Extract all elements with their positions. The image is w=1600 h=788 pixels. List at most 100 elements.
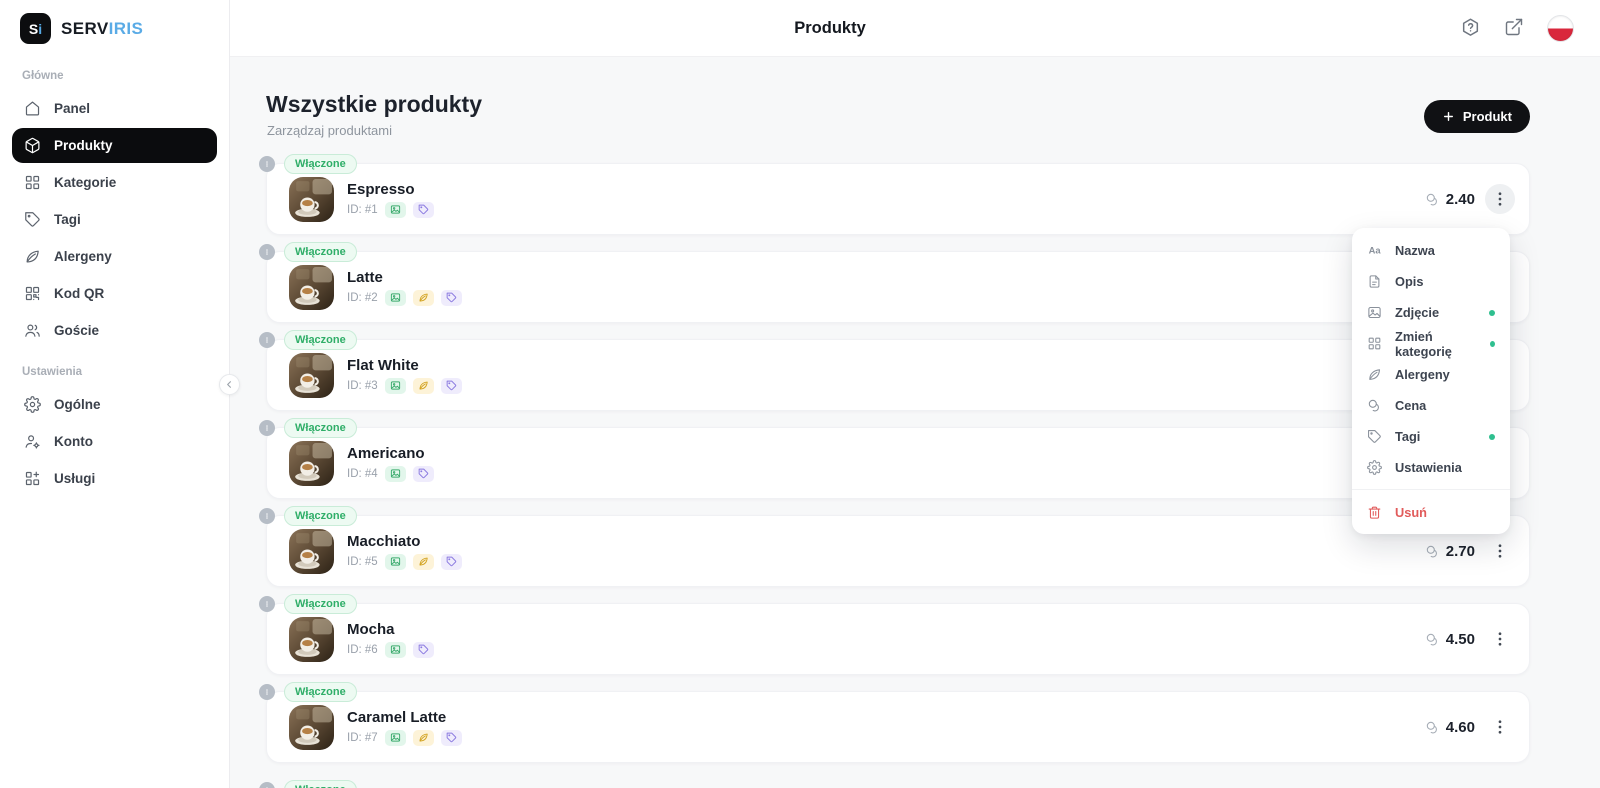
image-badge [384,201,406,218]
tag-badge [440,377,462,394]
product-row[interactable]: Włączone Latte ID: #2 [259,242,1530,323]
drag-handle[interactable] [259,156,275,172]
menu-item-label: Cena [1395,398,1427,413]
product-name: Macchiato [347,532,421,550]
product-name: Caramel Latte [347,708,447,726]
row-menu-button[interactable] [1485,624,1515,654]
sidebar-item-alergeny[interactable]: Alergeny [12,239,217,274]
leaf-badge [412,289,434,306]
menu-item-zdjecie[interactable]: Zdjęcie [1352,297,1510,328]
product-row[interactable]: Włączone Caramel Latte ID: #7 4.60 [259,682,1530,763]
drag-handle[interactable] [259,782,275,788]
sidebar-item-uslugi[interactable]: Usługi [12,461,217,496]
product-row[interactable]: Włączone Mocha ID: #6 4.50 [259,594,1530,675]
external-link-icon [1504,17,1524,37]
plus-icon [1442,110,1455,123]
drag-handle[interactable] [259,596,275,612]
image-badge [384,641,406,658]
sidebar-item-produkty[interactable]: Produkty [12,128,217,163]
menu-item-cena[interactable]: Cena [1352,390,1510,421]
gear-icon [1367,460,1382,475]
menu-item-label: Alergeny [1395,367,1450,382]
product-list: Włączone Espresso ID: #1 2.40 Włączone Latte I… [259,154,1530,788]
product-price: 2.70 [1425,543,1475,560]
sidebar-item-label: Kod QR [54,286,105,301]
product-image [289,704,334,750]
kebab-icon [1491,630,1509,648]
row-menu-button[interactable] [1485,712,1515,742]
grip-icon [263,160,271,168]
menu-item-opis[interactable]: Opis [1352,266,1510,297]
trash-icon [1367,505,1382,520]
chevron-left-icon [224,379,235,390]
kebab-icon [1491,718,1509,736]
product-id: ID: #6 [347,643,378,656]
sidebar-item-kod-qr[interactable]: Kod QR [12,276,217,311]
menu-item-indicator-dot [1489,433,1495,440]
add-product-button[interactable]: Produkt [1423,100,1530,133]
drag-handle[interactable] [259,508,275,524]
drag-handle[interactable] [259,420,275,436]
menu-item-label: Opis [1395,274,1424,289]
product-image [289,440,334,486]
text-icon: Aa [1367,243,1382,258]
sidebar-item-tagi[interactable]: Tagi [12,202,217,237]
menu-item-nazwa[interactable]: Aa Nazwa [1352,235,1510,266]
menu-item-zmien-kategorie[interactable]: Zmień kategorię [1352,328,1510,359]
sidebar-item-konto[interactable]: Konto [12,424,217,459]
sidebar-item-kategorie[interactable]: Kategorie [12,165,217,200]
image-icon [1367,305,1382,320]
page-header-title: Produkty [794,19,866,37]
help-button[interactable] [1460,17,1481,41]
status-badge: Włączone [284,242,357,262]
sidebar-item-label: Tagi [54,212,81,227]
sidebar-item-label: Usługi [54,471,96,486]
coins-icon [1425,720,1440,735]
sidebar-item-label: Produkty [54,138,113,153]
menu-item-alergeny[interactable]: Alergeny [1352,359,1510,390]
sidebar-item-panel[interactable]: Panel [12,91,217,126]
sidebar-item-goscie[interactable]: Goście [12,313,217,348]
language-flag-poland[interactable] [1547,15,1574,42]
qr-icon [24,285,41,302]
product-row[interactable]: Włączone Macchiato ID: #5 2.70 [259,506,1530,587]
status-badge: Włączone [284,506,357,526]
menu-item-label: Nazwa [1395,243,1435,258]
image-badge [384,465,406,482]
sidebar-item-ogolne[interactable]: Ogólne [12,387,217,422]
user-gear-icon [24,433,41,450]
status-badge: Włączone [284,780,357,788]
leaf-icon [24,248,41,265]
product-name: Latte [347,268,383,286]
sidebar-item-label: Alergeny [54,249,112,264]
menu-item-tagi[interactable]: Tagi [1352,421,1510,452]
grip-icon [263,512,271,520]
menu-item-ustawienia[interactable]: Ustawienia [1352,452,1510,483]
sidebar-collapse-button[interactable] [219,374,240,395]
row-menu-button[interactable] [1485,536,1515,566]
row-menu-button[interactable] [1485,184,1515,214]
drag-handle[interactable] [259,332,275,348]
drag-handle[interactable] [259,684,275,700]
status-badge: Włączone [284,418,357,438]
image-badge [384,377,406,394]
svg-text:Aa: Aa [1369,246,1382,256]
drag-handle[interactable] [259,244,275,260]
product-row[interactable]: Włączone Flat White ID: #3 [259,330,1530,411]
coins-icon [1425,632,1440,647]
product-id: ID: #1 [347,203,378,216]
tag-icon [1367,429,1382,444]
menu-item-usun[interactable]: Usuń [1352,496,1510,528]
product-image [289,352,334,398]
tag-icon [24,211,41,228]
coins-icon [1425,192,1440,207]
status-badge: Włączone [284,330,357,350]
open-external-button[interactable] [1504,17,1524,40]
tag-badge [412,641,434,658]
product-row[interactable]: Włączone Americano ID: #4 [259,418,1530,499]
product-row[interactable]: Włączone Espresso ID: #1 2.40 [259,154,1530,235]
sidebar-nav: Główne Panel Produkty Kategorie Tagi Alergeny… [0,54,229,496]
coins-icon [1367,398,1382,413]
